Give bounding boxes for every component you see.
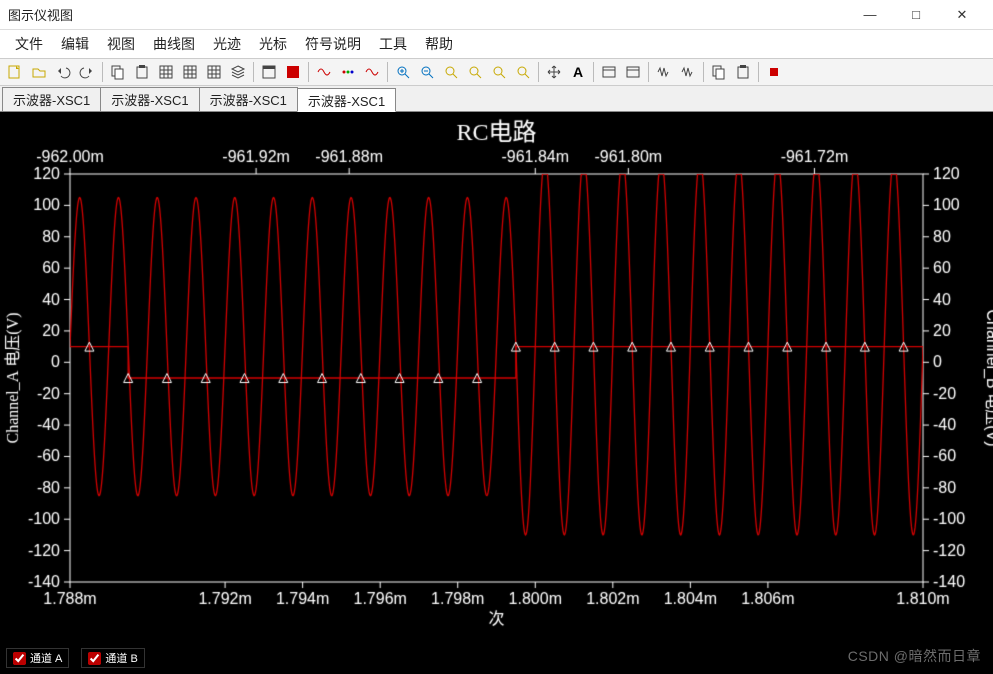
toolbar-redo-icon[interactable] bbox=[76, 61, 98, 83]
menu-2[interactable]: 视图 bbox=[98, 30, 144, 58]
close-button[interactable]: ✕ bbox=[939, 0, 985, 30]
toolbar-prop1-icon[interactable] bbox=[598, 61, 620, 83]
channel-toggles: 通道 A 通道 B bbox=[6, 648, 145, 668]
toolbar-win-icon[interactable] bbox=[258, 61, 280, 83]
toolbar-paste-icon[interactable] bbox=[131, 61, 153, 83]
svg-text:A: A bbox=[573, 64, 583, 80]
toolbar-red-icon[interactable] bbox=[282, 61, 304, 83]
oscilloscope-plot[interactable] bbox=[0, 112, 993, 652]
menubar: 文件编辑视图曲线图光迹光标符号说明工具帮助 bbox=[0, 30, 993, 58]
menu-0[interactable]: 文件 bbox=[6, 30, 52, 58]
watermark: CSDN @暗然而日章 bbox=[848, 646, 981, 666]
tab-3[interactable]: 示波器-XSC1 bbox=[297, 88, 396, 112]
channel-toggle-1[interactable]: 通道 B bbox=[81, 648, 144, 668]
channel-checkbox-1[interactable] bbox=[88, 652, 101, 665]
toolbar-wave2-icon[interactable] bbox=[677, 61, 699, 83]
toolbar-grid2-icon[interactable] bbox=[179, 61, 201, 83]
toolbar-mag2-icon[interactable] bbox=[512, 61, 534, 83]
toolbar-separator bbox=[538, 62, 539, 82]
toolbar: A bbox=[0, 58, 993, 86]
menu-5[interactable]: 光标 bbox=[250, 30, 296, 58]
maximize-button[interactable]: □ bbox=[893, 0, 939, 30]
toolbar-stop-icon[interactable] bbox=[763, 61, 785, 83]
toolbar-zoom-fit-icon[interactable] bbox=[440, 61, 462, 83]
toolbar-zoom-in-icon[interactable] bbox=[392, 61, 414, 83]
toolbar-separator bbox=[102, 62, 103, 82]
toolbar-text-icon[interactable]: A bbox=[567, 61, 589, 83]
minimize-button[interactable]: — bbox=[847, 0, 893, 30]
toolbar-move-icon[interactable] bbox=[543, 61, 565, 83]
menu-8[interactable]: 帮助 bbox=[416, 30, 462, 58]
toolbar-separator bbox=[593, 62, 594, 82]
titlebar: 图示仪视图 — □ ✕ bbox=[0, 0, 993, 30]
tab-2[interactable]: 示波器-XSC1 bbox=[199, 87, 298, 111]
toolbar-zoom-rect-icon[interactable] bbox=[464, 61, 486, 83]
toolbar-copy2-icon[interactable] bbox=[708, 61, 730, 83]
toolbar-paste2-icon[interactable] bbox=[732, 61, 754, 83]
window-title: 图示仪视图 bbox=[8, 5, 847, 24]
toolbar-zoom-out-icon[interactable] bbox=[416, 61, 438, 83]
toolbar-grid3-icon[interactable] bbox=[203, 61, 225, 83]
menu-6[interactable]: 符号说明 bbox=[296, 30, 370, 58]
toolbar-separator bbox=[648, 62, 649, 82]
tab-0[interactable]: 示波器-XSC1 bbox=[2, 87, 101, 111]
toolbar-separator bbox=[758, 62, 759, 82]
toolbar-grid-icon[interactable] bbox=[155, 61, 177, 83]
toolbar-wave1-icon[interactable] bbox=[653, 61, 675, 83]
channel-label: 通道 A bbox=[30, 650, 62, 666]
menu-3[interactable]: 曲线图 bbox=[144, 30, 204, 58]
toolbar-copy-icon[interactable] bbox=[107, 61, 129, 83]
channel-toggle-0[interactable]: 通道 A bbox=[6, 648, 69, 668]
menu-4[interactable]: 光迹 bbox=[204, 30, 250, 58]
toolbar-new-icon[interactable] bbox=[4, 61, 26, 83]
graph-area: 通道 A 通道 B CSDN @暗然而日章 bbox=[0, 112, 993, 674]
tabbar: 示波器-XSC1示波器-XSC1示波器-XSC1示波器-XSC1 bbox=[0, 86, 993, 112]
menu-7[interactable]: 工具 bbox=[370, 30, 416, 58]
tab-1[interactable]: 示波器-XSC1 bbox=[100, 87, 199, 111]
toolbar-separator bbox=[703, 62, 704, 82]
channel-checkbox-0[interactable] bbox=[13, 652, 26, 665]
toolbar-open-icon[interactable] bbox=[28, 61, 50, 83]
toolbar-undo-icon[interactable] bbox=[52, 61, 74, 83]
toolbar-separator bbox=[253, 62, 254, 82]
toolbar-separator bbox=[387, 62, 388, 82]
toolbar-sine2-icon[interactable] bbox=[361, 61, 383, 83]
channel-label: 通道 B bbox=[105, 650, 137, 666]
toolbar-separator bbox=[308, 62, 309, 82]
toolbar-layers-icon[interactable] bbox=[227, 61, 249, 83]
toolbar-mag1-icon[interactable] bbox=[488, 61, 510, 83]
toolbar-dots-icon[interactable] bbox=[337, 61, 359, 83]
toolbar-sine-icon[interactable] bbox=[313, 61, 335, 83]
toolbar-prop2-icon[interactable] bbox=[622, 61, 644, 83]
menu-1[interactable]: 编辑 bbox=[52, 30, 98, 58]
